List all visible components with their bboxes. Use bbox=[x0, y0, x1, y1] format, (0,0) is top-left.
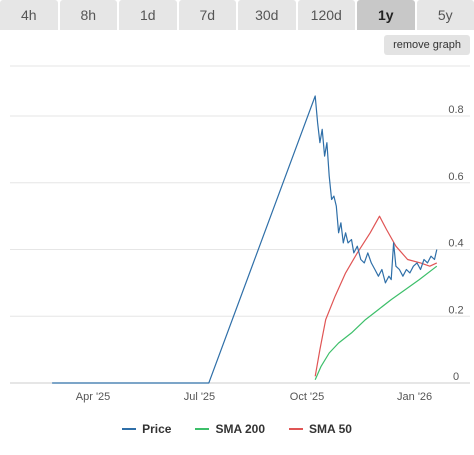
legend-item-sma-50[interactable]: SMA 50 bbox=[289, 420, 352, 438]
chart-legend: Price SMA 200 SMA 50 bbox=[0, 420, 474, 438]
y-axis: 0 0.2 0.4 0.6 0.8 bbox=[448, 104, 463, 383]
legend-label-sma-50: SMA 50 bbox=[309, 422, 352, 436]
remove-graph-button[interactable]: remove graph bbox=[384, 35, 470, 55]
x-tick-label: Oct '25 bbox=[290, 391, 325, 403]
chart-grid bbox=[10, 65, 470, 384]
chart-series bbox=[52, 95, 438, 384]
y-tick-label: 0.2 bbox=[448, 304, 463, 316]
tab-1d[interactable]: 1d bbox=[119, 0, 177, 30]
x-axis: Apr '25 Jul '25 Oct '25 Jan '26 bbox=[76, 391, 432, 403]
timeframe-tabs: 4h 8h 1d 7d 30d 120d 1y 5y bbox=[0, 0, 474, 30]
series-line-sma-200 bbox=[314, 265, 438, 380]
legend-item-sma-200[interactable]: SMA 200 bbox=[195, 420, 265, 438]
tab-30d[interactable]: 30d bbox=[238, 0, 296, 30]
legend-label-price: Price bbox=[142, 422, 172, 436]
y-tick-label: 0.6 bbox=[448, 171, 463, 183]
tab-1y[interactable]: 1y bbox=[357, 0, 415, 30]
legend-swatch-sma-200 bbox=[195, 428, 210, 430]
tab-120d[interactable]: 120d bbox=[297, 0, 355, 30]
tab-4h[interactable]: 4h bbox=[0, 0, 58, 30]
legend-item-price[interactable]: Price bbox=[122, 420, 171, 438]
y-tick-label: 0 bbox=[453, 371, 459, 383]
x-tick-label: Apr '25 bbox=[76, 391, 111, 403]
legend-label-sma-200: SMA 200 bbox=[215, 422, 266, 436]
series-line-price bbox=[52, 95, 438, 384]
x-tick-label: Jan '26 bbox=[397, 391, 432, 403]
tab-7d[interactable]: 7d bbox=[178, 0, 236, 30]
legend-swatch-sma-50 bbox=[289, 428, 304, 430]
legend-swatch-price bbox=[122, 428, 137, 430]
x-tick-label: Jul '25 bbox=[184, 391, 215, 403]
tab-8h[interactable]: 8h bbox=[59, 0, 117, 30]
y-tick-label: 0.8 bbox=[448, 104, 463, 116]
series-line-sma-50 bbox=[314, 215, 438, 377]
tab-5y[interactable]: 5y bbox=[416, 0, 474, 30]
y-tick-label: 0.4 bbox=[448, 238, 463, 250]
